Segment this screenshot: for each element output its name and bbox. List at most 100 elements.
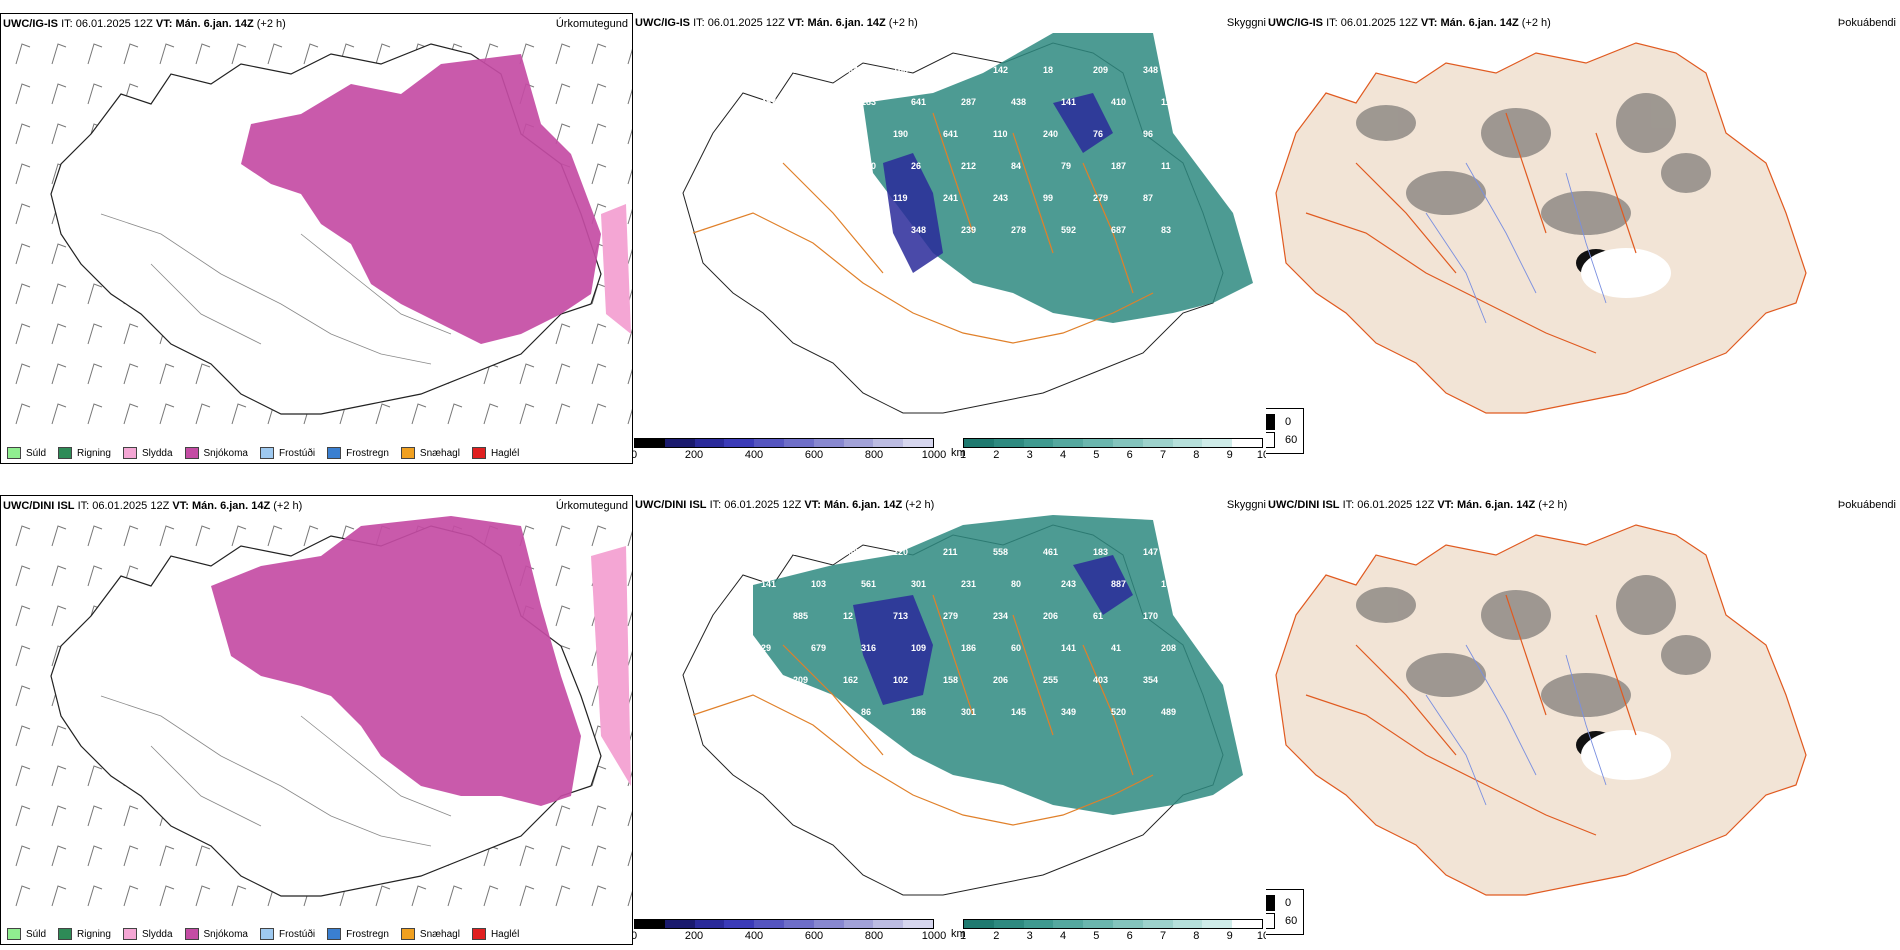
- legend-swatch: [471, 928, 486, 940]
- cloud-base-label: 209: [1093, 65, 1108, 75]
- legend-item: Frostregn: [327, 928, 389, 940]
- roads: [692, 112, 1154, 344]
- white-glacier: [1581, 248, 1671, 298]
- colorbar-tick: 1000: [921, 930, 947, 942]
- cloud-base-label: 52: [843, 129, 853, 139]
- legend-label: Frostregn: [346, 928, 389, 940]
- cloud-base-label: 170: [1143, 611, 1158, 621]
- wind-barb: [87, 403, 103, 425]
- cloud-base-label: 162: [843, 675, 858, 685]
- colorbar-tick: 1000: [921, 449, 947, 461]
- cloud-base-label: 145: [1011, 707, 1026, 717]
- fog-shading: [1356, 93, 1711, 235]
- cloud-base-label: 105: [843, 193, 858, 203]
- wind-barb: [591, 323, 607, 345]
- wind-barb: [627, 248, 632, 265]
- wind-barb: [231, 885, 247, 907]
- legend-item: Frostregn: [327, 447, 389, 459]
- colorbar-swatch: [664, 439, 695, 447]
- cloud-base-label: 403: [1093, 675, 1108, 685]
- legend-item: Slydda: [122, 447, 173, 459]
- wind-barb: [195, 885, 211, 907]
- wind-barb: [627, 88, 632, 105]
- cloud-base-label: 142: [993, 65, 1008, 75]
- wind-barb: [447, 403, 463, 425]
- wind-barb: [375, 43, 391, 65]
- wind-barb: [303, 525, 319, 547]
- colorbar-swatch: [1142, 439, 1173, 447]
- colorbar-tick: 5: [1093, 449, 1100, 461]
- cloud-base-label: 82: [811, 707, 821, 717]
- panel-title: Þokuábendi: [1837, 499, 1896, 511]
- cloud-base-label: 429: [811, 97, 826, 107]
- cloud-panel-row2: UWC/DINI ISL IT: 06.01.2025 12Z VT: Mán.…: [633, 495, 1266, 945]
- wind-barb: [519, 363, 535, 385]
- wind-barb: [87, 765, 103, 787]
- wind-barb: [15, 83, 31, 105]
- wind-barb: [267, 43, 283, 65]
- wind-barb: [555, 845, 571, 867]
- wind-barb: [51, 43, 67, 65]
- cloud-base-label: 827: [761, 161, 776, 171]
- colorbar-swatch: [1202, 439, 1233, 447]
- cloud-base-bar: [634, 919, 934, 929]
- colorbar-tick: 1: [959, 449, 967, 461]
- cloud-base-label: 234: [993, 611, 1008, 621]
- wind-barb: [15, 765, 31, 787]
- cloud-base-label: 206: [993, 675, 1008, 685]
- legend-swatch: [7, 447, 21, 459]
- cloud-base-labels: 246 184 268 220 211 558 461 183 147 141 103 561 301 2…: [743, 547, 1176, 749]
- legend-item: Slydda: [122, 928, 173, 940]
- colorbar-tick: 1: [959, 930, 967, 942]
- cloud-base-label: 713: [893, 611, 908, 621]
- wind-barb: [123, 323, 139, 345]
- wind-barb: [87, 323, 103, 345]
- cloud-base-label: 119: [893, 193, 908, 203]
- wind-barb: [15, 805, 31, 827]
- wind-barb: [87, 565, 103, 587]
- roads: [100, 695, 452, 847]
- legend-item: Snjókoma: [184, 928, 248, 940]
- cloud-base-label: 11: [1161, 161, 1171, 171]
- cloud-base-label: 76: [1093, 129, 1103, 139]
- wind-barb: [15, 123, 31, 145]
- cloud-base-label: 348: [911, 225, 926, 235]
- panel-header: UWC/IG-IS IT: 06.01.2025 12Z VT: Mán. 6.…: [1268, 17, 1551, 29]
- wind-barb: [519, 403, 535, 425]
- cloud-base-label: 301: [911, 579, 926, 589]
- cloud-base-label: 147: [1143, 547, 1158, 557]
- colorbar-swatch: [1023, 920, 1054, 928]
- colorbar-tick: 0: [633, 930, 638, 942]
- wind-barb: [15, 565, 31, 587]
- precip-legend: Súld Rigning Slydda Snjókoma Frostúði Frostre…: [1, 443, 632, 463]
- swatch-white: [1266, 432, 1275, 448]
- density-panel-row1: UWC/IG-IS IT: 06.01.2025 12Z VT: Mán. 6.…: [1266, 13, 1900, 464]
- density-map: [1275, 42, 1807, 414]
- colorbar-swatch: [754, 439, 784, 447]
- colorbar-tick: 2: [993, 449, 1000, 461]
- wind-barb: [627, 650, 632, 667]
- cloud-base-label: 141: [761, 579, 776, 589]
- cloud-base-label: 592: [1061, 225, 1076, 235]
- colorbar-tick: 600: [804, 449, 824, 461]
- legend-label: Snjókoma: [203, 928, 248, 940]
- cloud-base-label: 100: [861, 161, 876, 171]
- wind-barb: [627, 810, 632, 827]
- cloud-base-label: 410: [1111, 97, 1126, 107]
- cloud-base-label: 183: [1093, 547, 1108, 557]
- wind-barb: [447, 885, 463, 907]
- wind-barb: [123, 845, 139, 867]
- legend-label: Súld: [26, 928, 47, 940]
- colorbar-swatch: [813, 920, 844, 928]
- wind-barb: [123, 525, 139, 547]
- colorbar-swatch: [1083, 439, 1113, 447]
- wind-barb: [195, 43, 211, 65]
- wind-barb: [159, 43, 175, 65]
- wind-barb: [87, 525, 103, 547]
- legend-label: Snæhagl: [419, 928, 460, 940]
- wind-barb: [555, 323, 571, 345]
- legend-swatch: [122, 928, 137, 940]
- colorbar-tick: 600: [804, 930, 824, 942]
- roads: [1305, 594, 1637, 836]
- panel-header: UWC/IG-IS IT: 06.01.2025 12Z VT: Mán. 6.…: [635, 17, 918, 29]
